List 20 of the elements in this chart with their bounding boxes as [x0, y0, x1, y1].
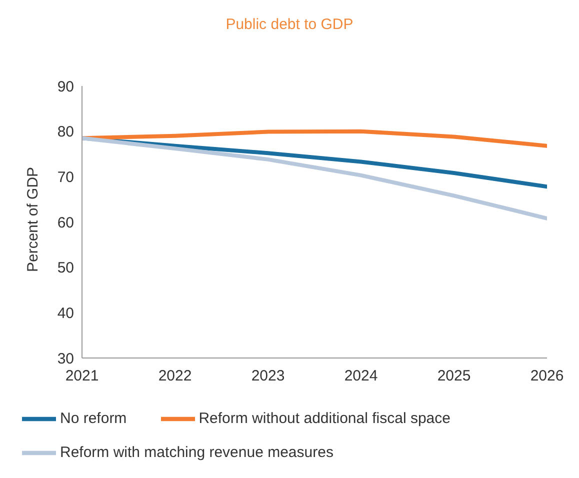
- legend-label: No reform: [60, 410, 127, 427]
- y-tick-label: 70: [57, 168, 74, 186]
- y-axis-title: Percent of GDP: [24, 166, 42, 272]
- y-tick-label: 30: [57, 350, 74, 368]
- x-tick-label: 2023: [251, 368, 285, 385]
- line-series: [82, 136, 547, 220]
- y-tick-label: 90: [57, 78, 74, 96]
- y-tick-label: 80: [57, 124, 74, 141]
- legend-label: Reform without additional fiscal space: [198, 410, 450, 427]
- x-tick-label: 2025: [437, 368, 471, 385]
- chart-title: Public debt to GDP: [224, 15, 354, 35]
- y-tick-label: 40: [57, 304, 74, 322]
- x-tick-label: 2026: [530, 368, 564, 385]
- y-tick-label: 50: [57, 260, 74, 277]
- y-tick-label: 60: [57, 214, 74, 232]
- legend-label: Reform with matching revenue measures: [60, 444, 334, 461]
- x-tick-label: 2021: [65, 368, 99, 385]
- x-tick-label: 2022: [158, 368, 192, 385]
- x-tick-label: 2024: [344, 368, 378, 385]
- line-series: [82, 129, 547, 148]
